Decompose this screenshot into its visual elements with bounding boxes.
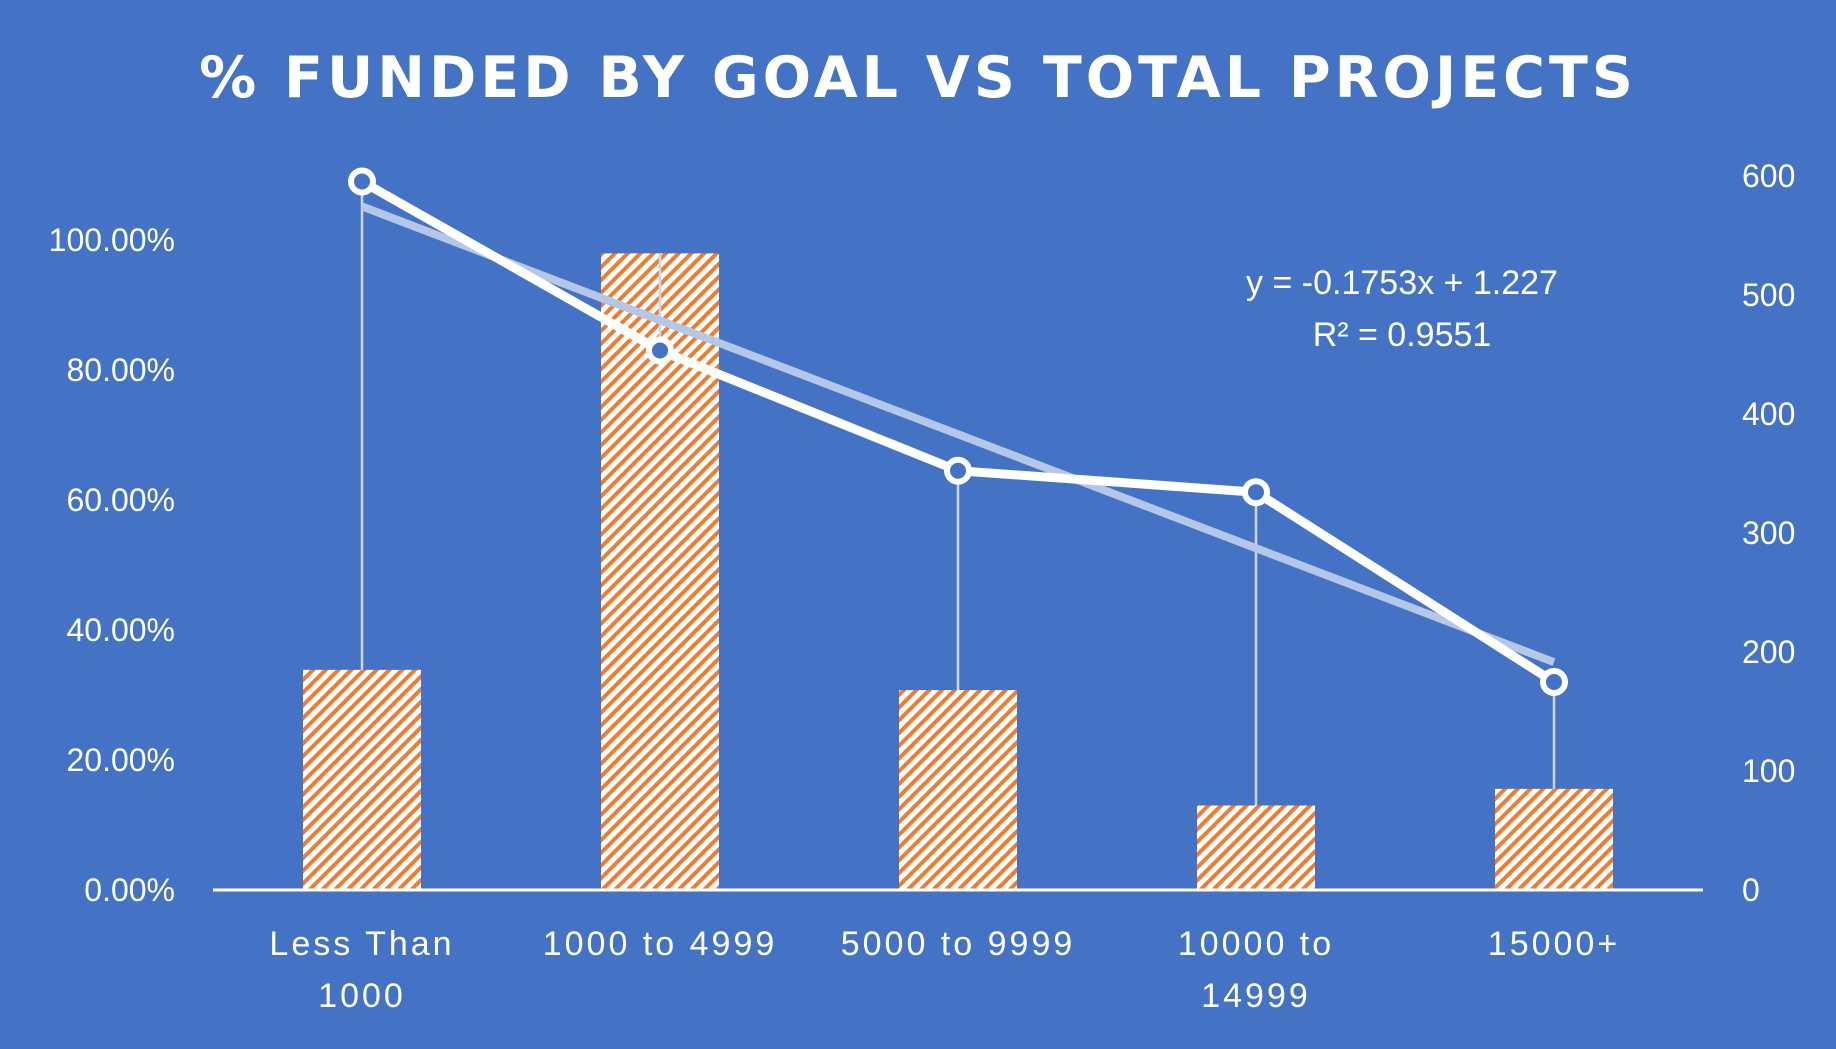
category-label: 5000 to 9999 [841,925,1076,963]
line-point-4 [1242,478,1270,507]
chart-title: % FUNDED BY GOAL VS TOTAL PROJECTS [199,45,1637,111]
category-label: 10000 to 14999 [1178,925,1334,1015]
left-axis-tick: 40.00% [66,612,175,648]
category-label: 15000+ [1488,925,1620,963]
line-point-3 [944,456,972,485]
bar-1 [303,669,421,890]
trendline-equation: y = -0.1753x + 1.227 [1246,264,1558,302]
line-point-1 [348,167,376,196]
right-axis-tick: 100 [1742,753,1795,789]
right-axis-tick: 200 [1742,634,1795,670]
category-label: Less Than 1000 [269,925,454,1015]
right-axis-tick: 600 [1742,158,1795,194]
right-axis-tick: 300 [1742,515,1795,551]
left-axis-tick: 20.00% [66,742,175,778]
category-label: 1000 to 4999 [543,925,778,963]
line-point-5 [1540,668,1568,696]
right-axis-tick: 0 [1742,872,1760,908]
right-axis-tick: 500 [1742,277,1795,313]
trendline-r-squared: R² = 0.9551 [1313,316,1492,354]
bar-4 [1197,805,1315,890]
line-point-2 [646,336,674,365]
left-axis-tick: 80.00% [66,352,175,388]
trendline [360,202,1556,666]
left-axis-tick: 60.00% [66,482,175,518]
bar-3 [899,690,1017,890]
right-axis-tick: 400 [1742,396,1795,432]
left-axis-tick: 100.00% [49,222,175,258]
left-axis-tick: 0.00% [84,872,175,908]
bar-5 [1495,788,1613,890]
